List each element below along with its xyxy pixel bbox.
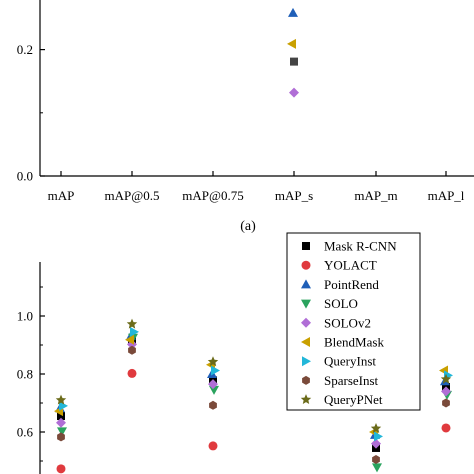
y-tick-label: 0.0	[17, 169, 33, 184]
legend-marker-queryinst	[302, 356, 311, 367]
legend-item-solo: SOLO	[301, 296, 358, 311]
legend: Mask R-CNN YOLACT PointRend SOLO SOLOv2 Blend…	[286, 232, 421, 411]
y-tick-label: 0.8	[17, 367, 33, 382]
data-point-queryinst	[59, 400, 68, 411]
legend-label: SOLO	[324, 296, 358, 311]
legend-marker-blendmask	[301, 337, 310, 347]
panel-b-points	[54, 318, 453, 474]
legend-item-yolact: YOLACT	[301, 258, 377, 273]
panel-label: (a)	[240, 219, 256, 234]
data-point-querypnet	[207, 356, 219, 367]
data-point-solov2	[371, 438, 381, 449]
y-tick-label: 1.0	[17, 309, 33, 324]
data-point-querypnet	[55, 394, 67, 405]
x-tick-label: mAP_s	[275, 188, 313, 203]
legend-item-blendmask: BlendMask	[301, 335, 384, 350]
data-point-yolact	[56, 464, 66, 474]
data-point-blendmask	[125, 334, 134, 345]
legend-label: SparseInst	[324, 373, 379, 388]
data-point-solov2	[208, 379, 218, 390]
legend-label: SOLOv2	[324, 315, 371, 330]
data-point-solo	[209, 385, 219, 395]
y-tick-label: 0.2	[17, 42, 33, 57]
x-tick-label: mAP@0.5	[105, 188, 160, 203]
legend-marker-querypnet	[300, 394, 312, 404]
data-point-pointrend	[288, 7, 298, 17]
y-tick-label: 0.6	[17, 425, 34, 440]
data-point-sparseinst	[57, 432, 65, 442]
legend-item-sparseinst: SparseInst	[302, 373, 379, 388]
data-point-solov2	[56, 417, 66, 428]
x-tick-label: mAP	[48, 188, 75, 203]
data-point-sparseinst	[442, 398, 450, 408]
data-point-blendmask	[287, 38, 296, 49]
legend-label: YOLACT	[324, 258, 377, 273]
legend-item-solov2: SOLOv2	[301, 315, 371, 330]
data-point-solo	[57, 427, 67, 437]
legend-marker-solo	[301, 299, 311, 309]
data-point-mask-r-cnn	[290, 57, 298, 66]
data-point-queryinst	[374, 431, 383, 442]
data-point-solov2	[289, 87, 299, 98]
panel-a: 0.00.20.4 mAPmAP@0.5mAP@0.75mAP_smAP_mmA…	[17, 0, 474, 234]
legend-marker-sparseinst	[302, 375, 310, 385]
legend-item-pointrend: PointRend	[301, 277, 379, 292]
data-point-sparseinst	[372, 455, 380, 464]
data-point-yolact	[208, 441, 218, 451]
panel-a-x-ticks: mAP mAP@0.5 mAP@0.75 mAP_s mAP_m mAP_l	[48, 171, 465, 203]
data-point-solov2	[441, 386, 451, 397]
legend-item-queryinst: QueryInst	[302, 354, 376, 369]
data-point-sparseinst	[128, 345, 136, 355]
legend-label: QueryPNet	[324, 392, 383, 407]
data-point-mask-r-cnn	[57, 412, 65, 421]
legend-label: PointRend	[324, 277, 379, 292]
data-point-querypnet	[370, 423, 382, 433]
data-point-sparseinst	[209, 400, 217, 410]
data-point-queryinst	[211, 365, 220, 376]
legend-item-querypnet: QueryPNet	[300, 392, 383, 407]
legend-marker-yolact	[301, 260, 311, 270]
legend-marker-solov2	[301, 317, 311, 328]
x-tick-label: mAP_m	[354, 188, 397, 203]
legend-marker-pointrend	[301, 279, 311, 289]
legend-label: Mask R-CNN	[324, 239, 397, 254]
x-tick-label: mAP@0.75	[182, 188, 243, 203]
data-point-solo	[372, 463, 382, 473]
data-point-querypnet	[126, 318, 138, 329]
panel-a-points	[287, 7, 299, 98]
data-point-queryinst	[130, 326, 139, 337]
data-point-querypnet	[440, 373, 452, 384]
panel-a-y-ticks: 0.00.20.4	[17, 42, 45, 184]
legend-item-mask-r-cnn: Mask R-CNN	[302, 239, 397, 254]
panel-b: 0.6 0.8 1.0 Mask R-CNN YOLACT PointRend SOLO S…	[17, 232, 453, 474]
legend-marker-mask-r-cnn	[302, 242, 310, 250]
panel-b-y-ticks: 0.6 0.8 1.0	[17, 286, 45, 462]
data-point-yolact	[441, 423, 451, 433]
legend-label: BlendMask	[324, 335, 384, 350]
legend-label: QueryInst	[324, 354, 376, 369]
data-point-yolact	[127, 368, 137, 378]
x-tick-label: mAP_l	[428, 188, 465, 203]
